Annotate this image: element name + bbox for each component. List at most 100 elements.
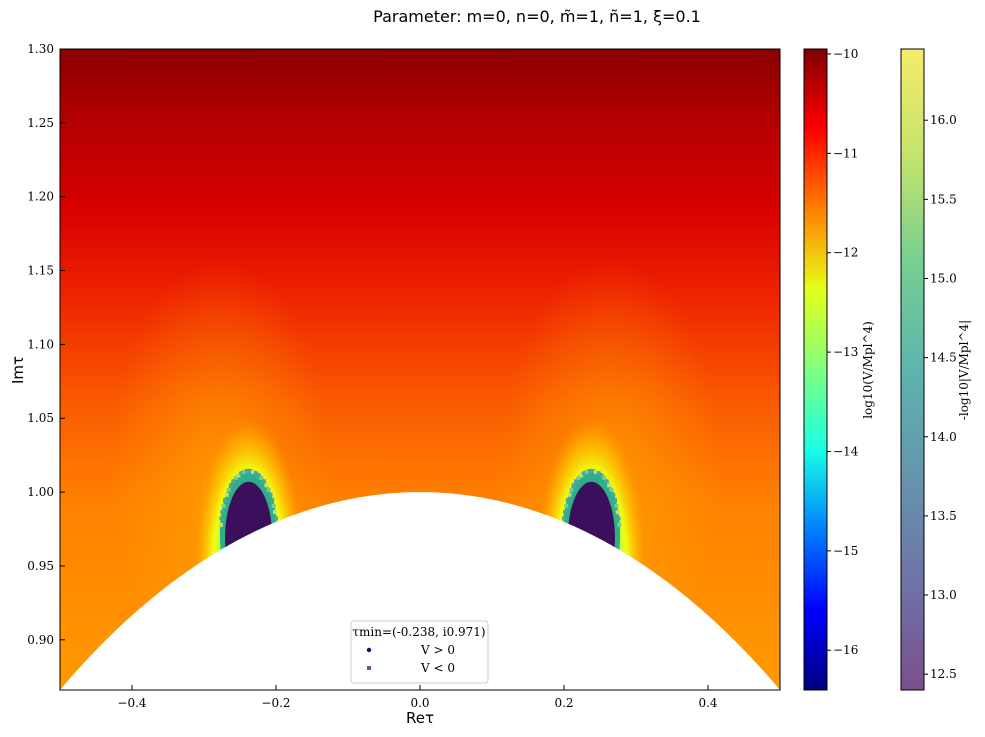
scatter-point-negative — [264, 483, 269, 488]
scatter-point-negative — [272, 510, 277, 515]
colorbar-tick-label: 16.0 — [930, 113, 957, 127]
colorbar-tick-label: −13 — [833, 345, 858, 359]
y-tick-label: 1.05 — [27, 411, 54, 425]
scatter-point-negative — [593, 469, 598, 474]
scatter-point-negative — [219, 516, 224, 521]
x-tick-label: −0.2 — [261, 696, 290, 710]
scatter-point-negative — [245, 469, 250, 474]
colorbar-main — [803, 48, 828, 691]
scatter-point-negative — [563, 510, 568, 515]
legend-marker-positive — [366, 647, 372, 653]
scatter-point-negative — [614, 503, 619, 508]
scatter-point-negative — [565, 498, 570, 503]
scatter-point-negative — [218, 522, 223, 527]
scatter-point-negative — [259, 476, 264, 481]
scatter-point-negative — [270, 498, 275, 503]
scatter-point-negative — [569, 487, 574, 492]
scatter-point-negative — [617, 522, 622, 527]
scatter-point-negative — [236, 473, 241, 478]
scatter-point-negative — [604, 479, 609, 484]
scatter-point-negative — [576, 476, 581, 481]
legend: τmin=(-0.238, i0.971) V > 0 V < 0 — [350, 620, 489, 684]
colorbar-tick-label: −10 — [833, 47, 858, 61]
scatter-point-negative — [609, 487, 614, 492]
x-axis-label: Reτ — [406, 709, 434, 727]
scatter-point-negative — [596, 471, 601, 476]
scatter-point-negative — [220, 510, 225, 515]
colorbar-tick-label: −15 — [833, 544, 858, 558]
excluded-region — [60, 492, 780, 690]
y-tick-label: 1.25 — [27, 116, 54, 130]
scatter-point-negative — [273, 516, 278, 521]
scatter-point-negative — [226, 487, 231, 492]
scatter-point-negative — [256, 473, 261, 478]
scatter-point-negative — [248, 469, 253, 474]
y-tick-label: 1.10 — [27, 337, 54, 351]
scatter-point-negative — [616, 516, 621, 521]
scatter-point-negative — [562, 516, 567, 521]
chart-title: Parameter: m=0, n=0, m̃=1, ñ=1, ξ=0.1 — [373, 7, 701, 26]
y-tick-label: 1.20 — [27, 190, 54, 204]
colorbar-tick-label: −11 — [833, 146, 858, 160]
legend-label-positive: V > 0 — [420, 643, 455, 657]
scatter-point-negative — [615, 510, 620, 515]
colorbar-tick-label: 15.5 — [930, 192, 957, 206]
colorbar-tick-label: −16 — [833, 643, 858, 657]
scatter-point-negative — [564, 503, 569, 508]
scatter-point-negative — [573, 479, 578, 484]
scatter-point-negative — [228, 483, 233, 488]
y-axis: 0.90 0.95 1.00 1.05 1.10 1.15 1.20 1.25 1.30 — [27, 42, 65, 647]
legend-box — [350, 620, 489, 684]
x-tick-label: 0.2 — [554, 696, 573, 710]
scatter-point-negative — [262, 479, 267, 484]
y-tick-label: 1.15 — [27, 264, 54, 278]
scatter-point-negative — [567, 492, 572, 497]
colorbar-tick-label: −12 — [833, 246, 858, 260]
scatter-point-negative — [613, 498, 618, 503]
scatter-point-negative — [242, 469, 247, 474]
x-tick-label: 0.0 — [410, 696, 429, 710]
x-axis: −0.4 −0.2 0.0 0.2 0.4 — [117, 685, 718, 710]
scatter-point-negative — [224, 492, 229, 497]
scatter-point-negative — [231, 479, 236, 484]
legend-title: τmin=(-0.238, i0.971) — [352, 625, 485, 639]
y-axis-label: Imτ — [9, 356, 27, 384]
scatter-point-negative — [233, 476, 238, 481]
colorbar-tick-label: 14.5 — [930, 351, 957, 365]
y-tick-label: 1.00 — [27, 485, 54, 499]
colorbar-tick-label: 13.5 — [930, 509, 957, 523]
scatter-point-negative — [599, 473, 604, 478]
y-tick-label: 0.90 — [27, 633, 54, 647]
colorbar-tick-label: 12.5 — [930, 667, 957, 681]
colorbar-main-label: log10(V/Mpl^4) — [861, 321, 875, 419]
scatter-point-negative — [266, 487, 271, 492]
colorbar-tick-label: 13.0 — [930, 588, 957, 602]
x-tick-label: −0.4 — [117, 696, 147, 710]
scatter-point-negative — [239, 471, 244, 476]
colorbar-tick-label: 15.0 — [930, 271, 957, 285]
scatter-point-negative — [607, 483, 612, 488]
y-tick-label: 1.30 — [27, 42, 54, 56]
scatter-point-negative — [571, 483, 576, 488]
legend-label-negative: V < 0 — [420, 661, 455, 675]
colorbar-secondary-label: -log10|V/Mpl^4| — [957, 320, 971, 420]
scatter-point-negative — [611, 492, 616, 497]
scatter-point-negative — [221, 503, 226, 508]
scatter-point-negative — [222, 498, 227, 503]
scatter-point-negative — [587, 469, 592, 474]
colorbar-main-ticks: −10 −11 −12 −13 −14 −15 −16 — [827, 47, 859, 657]
plot-area — [60, 49, 780, 690]
scatter-point-negative — [584, 469, 589, 474]
scatter-point-negative — [271, 503, 276, 508]
scatter-point-negative — [268, 492, 273, 497]
colorbar-tick-label: −14 — [833, 444, 859, 458]
colorbar-secondary — [900, 48, 925, 691]
scatter-point-negative — [582, 471, 587, 476]
scatter-point-negative — [579, 473, 584, 478]
colorbar-tick-label: 14.0 — [930, 430, 957, 444]
x-tick-label: 0.4 — [698, 696, 717, 710]
scatter-point-negative — [590, 469, 595, 474]
scatter-point-negative — [251, 469, 256, 474]
legend-marker-negative — [367, 666, 371, 670]
